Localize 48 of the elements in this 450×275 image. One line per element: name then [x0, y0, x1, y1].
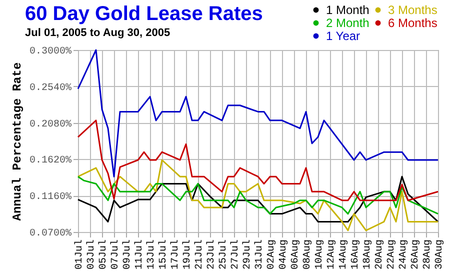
x-tick-label: 13Jul [146, 240, 158, 270]
legend-label: 3 Months [388, 3, 438, 17]
x-tick-label: 10Aug [314, 240, 326, 270]
chart-title: 60 Day Gold Lease Rates [25, 2, 263, 26]
x-tick-label: 05Jul [98, 240, 110, 270]
x-tick-label: 04Aug [278, 240, 290, 270]
x-tick-label: 02Aug [266, 240, 278, 270]
x-tick-label: 03Jul [86, 240, 98, 270]
legend-label: 6 Months [388, 16, 438, 30]
legend-label: 1 Month [326, 3, 370, 17]
x-tick-label: 29Jul [242, 240, 254, 270]
x-tick-label: 26Aug [410, 240, 422, 270]
x-tick-label: 19Jul [182, 240, 194, 270]
x-tick-label: 07Jul [110, 240, 122, 270]
line-series [77, 176, 439, 222]
line-series [77, 176, 439, 215]
y-tick-label: 0.1160% [29, 192, 72, 204]
y-tick-label: 0.2540% [29, 82, 72, 94]
x-tick-label: 17Jul [170, 240, 182, 270]
x-tick-label: 14Aug [338, 240, 350, 270]
x-tick-label: 18Aug [362, 240, 374, 270]
x-tick-label: 27Jul [230, 240, 242, 270]
x-tick-label: 30Aug [434, 240, 446, 270]
line-series [77, 120, 439, 202]
x-tick-label: 31Jul [254, 240, 266, 270]
y-tick-label: 0.0700% [29, 228, 72, 240]
x-tick-label: 21Jul [194, 240, 206, 270]
x-tick-label: 12Aug [326, 240, 338, 270]
x-tick-label: 15Jul [158, 240, 170, 270]
x-tick-label: 23Jul [206, 240, 218, 270]
x-tick-label: 28Aug [422, 240, 434, 270]
x-tick-label: 08Aug [302, 240, 314, 270]
y-tick-label: 0.2080% [29, 119, 72, 130]
x-tick-label: 25Jul [218, 240, 230, 270]
x-tick-label: 24Aug [398, 240, 410, 270]
y-tick-label: 0.3000% [29, 46, 72, 58]
y-tick-label: 0.1620% [29, 156, 72, 167]
legend-label: 1 Year [326, 29, 360, 43]
chart-subtitle: Jul 01, 2005 to Aug 30, 2005 [25, 26, 172, 40]
x-tick-label: 22Aug [386, 240, 398, 270]
y-axis-title: Annual Percentage Rate [10, 62, 24, 221]
legend-label: 2 Month [326, 16, 370, 30]
x-tick-label: 16Aug [350, 240, 362, 270]
x-tick-label: 20Aug [374, 240, 386, 270]
x-tick-label: 06Aug [290, 240, 302, 270]
x-tick-label: 01Jul [74, 240, 86, 270]
x-tick-label: 11Jul [134, 240, 146, 270]
x-tick-label: 09Jul [122, 240, 134, 270]
